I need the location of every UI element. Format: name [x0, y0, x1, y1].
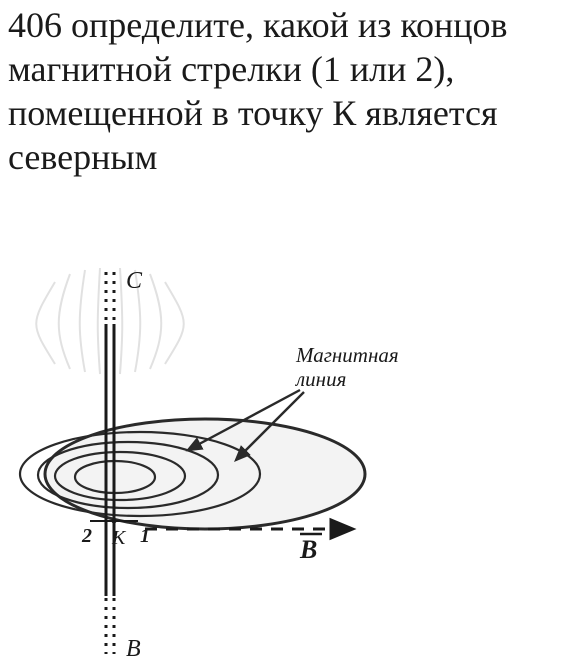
callout-line1: Магнитная [295, 343, 399, 367]
wire-top-label: C [126, 268, 143, 294]
point-k-label: К [111, 527, 127, 549]
ghost-field-arcs [36, 268, 184, 374]
b-vector-label: B [299, 535, 317, 564]
wire-bottom-label: B [126, 636, 141, 662]
b-vector: B [145, 529, 352, 564]
physics-figure: C B B Магнитная линия 2 [0, 264, 420, 662]
needle-end-2: 2 [81, 525, 92, 547]
callout-line2: линия [295, 367, 346, 391]
question-text: 406 определите, какой из концов магнитно… [8, 4, 560, 180]
needle-end-1: 1 [140, 525, 150, 547]
